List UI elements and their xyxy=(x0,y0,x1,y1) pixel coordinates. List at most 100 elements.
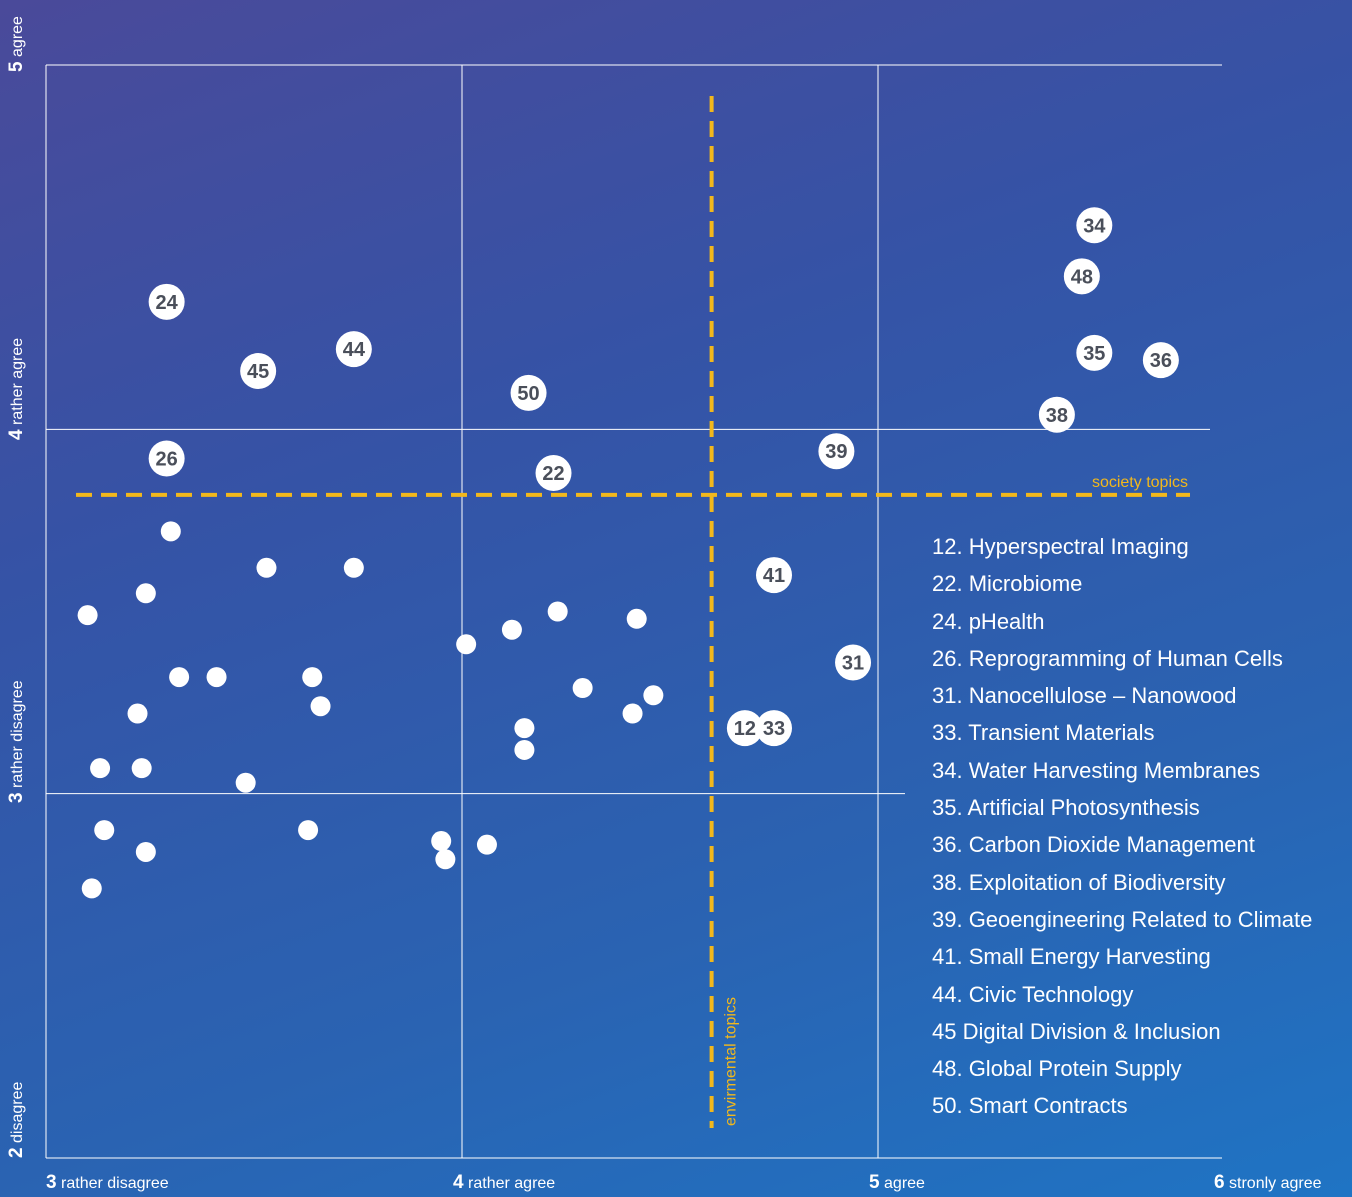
data-point xyxy=(160,521,181,542)
legend-entry: 48. Global Protein Supply xyxy=(932,1056,1182,1082)
data-point xyxy=(547,601,568,622)
legend: 12. Hyperspectral Imaging 22. Microbiome 2… xyxy=(932,532,1312,1129)
point-label: 45 xyxy=(247,361,269,383)
labeled-point-26: 26 xyxy=(148,440,185,477)
y-tick-label: 4 rather agree xyxy=(6,337,27,440)
point-marker xyxy=(1076,334,1113,371)
data-points: 12 22 24 26 31 33 34 35 36 38 39 41 44 45 48 50 xyxy=(77,207,1179,899)
x-tick-label: 5 agree xyxy=(869,1172,925,1193)
labeled-point-33: 33 xyxy=(756,710,792,747)
legend-entry: 50. Smart Contracts xyxy=(932,1093,1128,1119)
data-point xyxy=(206,667,227,688)
legend-entry: 34. Water Harvesting Membranes xyxy=(932,757,1261,783)
point-label: 26 xyxy=(156,448,178,470)
data-point xyxy=(298,820,319,841)
point-marker xyxy=(335,331,372,368)
data-point xyxy=(135,583,156,604)
legend-entry: 26. Reprogramming of Human Cells xyxy=(932,645,1283,671)
labeled-point-44: 44 xyxy=(335,331,372,368)
data-point xyxy=(81,878,102,899)
plot-grid xyxy=(45,64,1222,1159)
point-marker xyxy=(510,374,547,411)
labeled-point-48: 48 xyxy=(1063,258,1100,295)
data-point xyxy=(302,667,323,688)
threshold-label-environmental: envirmental topics xyxy=(723,997,740,1126)
point-marker xyxy=(1142,342,1179,379)
labeled-point-22: 22 xyxy=(535,455,572,492)
x-tick-label: 4 rather agree xyxy=(453,1172,556,1193)
point-label: 24 xyxy=(156,292,179,314)
legend-entry: 24. pHealth xyxy=(932,608,1045,634)
point-label: 48 xyxy=(1071,266,1093,288)
data-point xyxy=(626,608,647,629)
point-label: 50 xyxy=(517,383,539,405)
legend-entry: 33. Transient Materials xyxy=(932,720,1155,746)
labeled-point-41: 41 xyxy=(756,557,792,594)
data-point xyxy=(476,834,497,855)
point-label: 39 xyxy=(825,441,847,463)
legend-entry: 12. Hyperspectral Imaging xyxy=(932,534,1189,559)
point-label: 41 xyxy=(763,565,785,587)
point-marker xyxy=(835,644,872,681)
data-point xyxy=(435,849,456,870)
data-point xyxy=(514,718,535,739)
threshold-lines: society topics envirmental topics xyxy=(76,96,1190,1128)
data-point xyxy=(77,605,98,626)
legend-entry: 35. Artificial Photosynthesis xyxy=(932,795,1200,821)
data-point xyxy=(169,667,190,688)
labeled-point-45: 45 xyxy=(240,353,277,390)
labeled-point-35: 35 xyxy=(1076,334,1113,371)
point-label: 36 xyxy=(1150,350,1172,372)
legend-entry: 22. Microbiome xyxy=(932,571,1083,597)
point-marker xyxy=(148,283,185,320)
point-marker xyxy=(756,710,792,747)
data-point xyxy=(235,772,256,793)
data-point xyxy=(431,831,452,852)
data-point xyxy=(256,557,277,578)
legend-entry: 41. Small Energy Harvesting xyxy=(932,944,1211,970)
point-label: 34 xyxy=(1083,215,1106,237)
point-label: 31 xyxy=(842,653,864,675)
threshold-label-society: society topics xyxy=(1092,474,1188,491)
labeled-point-24: 24 xyxy=(148,283,185,320)
point-marker xyxy=(148,440,185,477)
point-label: 12 xyxy=(734,718,756,740)
labeled-point-36: 36 xyxy=(1142,342,1179,379)
point-marker xyxy=(756,557,792,594)
data-point xyxy=(343,557,364,578)
point-label: 38 xyxy=(1046,405,1068,427)
x-tick-label: 6 stronly agree xyxy=(1214,1172,1322,1193)
data-point xyxy=(622,703,643,724)
data-point xyxy=(456,634,477,655)
data-point xyxy=(643,685,664,706)
point-label: 35 xyxy=(1083,343,1105,365)
x-tick-label: 3 rather disagree xyxy=(46,1172,169,1193)
labeled-point-31: 31 xyxy=(835,644,872,681)
point-label: 33 xyxy=(763,718,785,740)
point-marker xyxy=(818,433,855,470)
labeled-point-50: 50 xyxy=(510,374,547,411)
data-point xyxy=(90,758,111,779)
legend-entry: 36. Carbon Dioxide Management xyxy=(932,832,1255,858)
legend-entry: 38. Exploitation of Biodiversity xyxy=(932,869,1226,895)
data-point xyxy=(310,696,331,717)
labeled-point-34: 34 xyxy=(1076,207,1113,244)
point-marker xyxy=(240,353,277,390)
legend-entry: 44. Civic Technology xyxy=(932,981,1134,1007)
y-tick-label: 2 disagree xyxy=(6,1081,27,1158)
data-point xyxy=(514,739,535,760)
y-tick-label: 3 rather disagree xyxy=(6,680,27,803)
point-marker xyxy=(535,455,572,492)
data-point xyxy=(94,820,115,841)
data-point xyxy=(501,619,522,640)
point-label: 22 xyxy=(542,463,564,485)
labeled-point-12: 12 xyxy=(726,710,763,747)
legend-entry: 31. Nanocellulose – Nanowood xyxy=(932,683,1237,709)
labeled-point-38: 38 xyxy=(1038,396,1075,433)
data-point xyxy=(572,678,593,699)
data-point xyxy=(127,703,148,724)
data-point xyxy=(131,758,152,779)
legend-entry: 39. Geoengineering Related to Climate xyxy=(932,906,1313,932)
point-marker xyxy=(1063,258,1100,295)
